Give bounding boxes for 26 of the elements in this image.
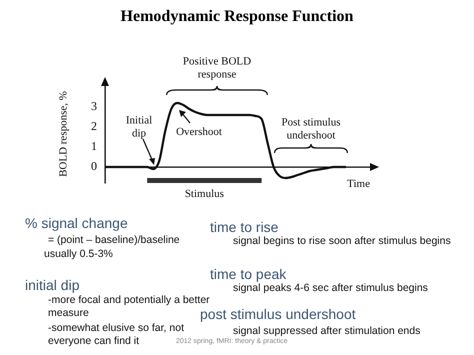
- text: time to peak: [210, 266, 286, 282]
- annotation: Post stimulus undershoot: [282, 116, 340, 142]
- chart-title: Hemodynamic Response Function: [120, 8, 354, 26]
- y-tick-label: 2: [91, 119, 97, 134]
- y-tick-label: 3: [91, 99, 97, 114]
- text: signal peaks 4-6 sec after stimulus begins: [233, 282, 428, 294]
- text: signal begins to rise soon after stimulus begins: [233, 234, 451, 247]
- annotation: Overshoot: [176, 126, 222, 138]
- text: everyone can find it: [48, 334, 140, 347]
- text: Positive BOLD response: [182, 55, 252, 80]
- y-axis-title: BOLD response, %: [57, 91, 70, 177]
- y-tick-label: 0: [91, 159, 97, 174]
- annotation: Initial dip: [126, 114, 152, 140]
- y-tick-label: 1: [91, 139, 97, 154]
- text: post stimulus undershoot: [200, 306, 356, 322]
- text: initial dip: [25, 277, 80, 293]
- text: -somewhat elusive so far, not: [48, 322, 184, 334]
- text: usually 0.5-3%: [44, 248, 113, 260]
- text: measure: [48, 306, 89, 319]
- text: time to rise: [210, 219, 278, 235]
- text: -more focal and potentially a better: [48, 294, 210, 306]
- series-label: Stimulus: [184, 188, 224, 200]
- text: = (point – baseline)/baseline: [48, 234, 180, 246]
- text: signal suppressed after stimulation ends: [233, 324, 420, 337]
- x-axis-title: Time: [347, 178, 370, 190]
- text: % signal change: [25, 215, 128, 231]
